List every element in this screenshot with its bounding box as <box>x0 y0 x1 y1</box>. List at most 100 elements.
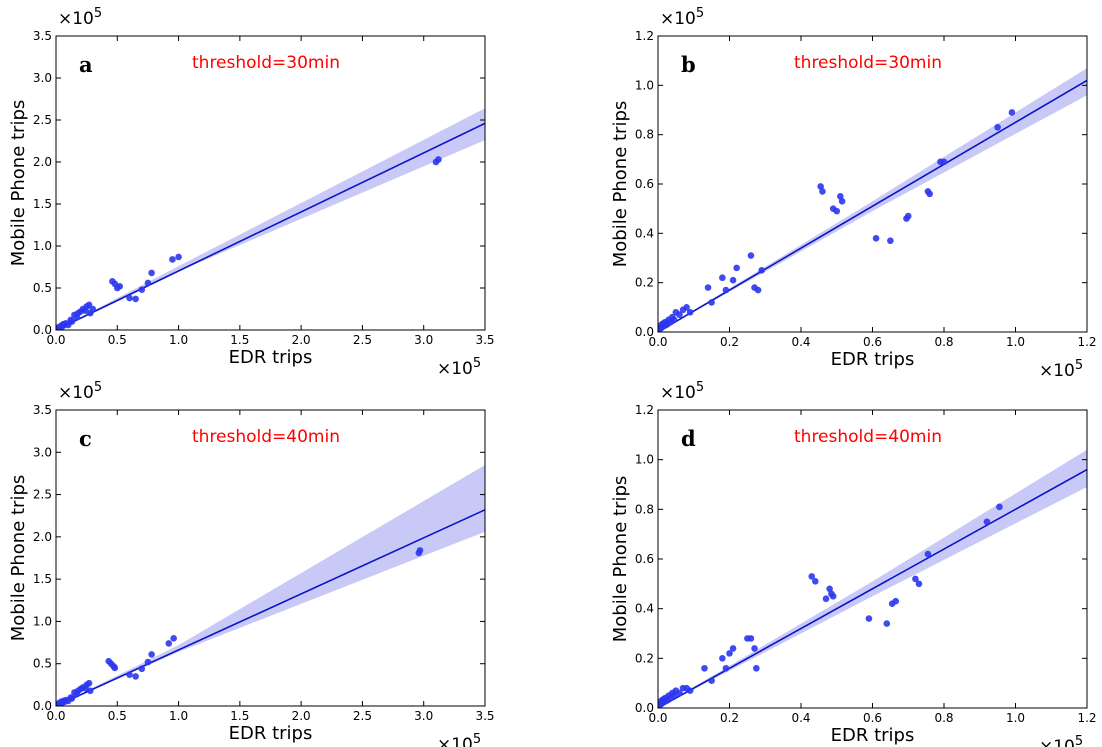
data-point <box>708 299 715 306</box>
threshold-annotation: threshold=40min <box>192 427 340 447</box>
x-axis-label: EDR trips <box>229 723 313 744</box>
panel-letter: a <box>79 52 93 77</box>
data-point <box>165 640 173 647</box>
x-tick-label: 1.0 <box>1006 711 1025 725</box>
y-tick-label: 0.0 <box>33 699 52 713</box>
data-point <box>722 664 730 672</box>
y-tick-label: 0.4 <box>635 226 654 240</box>
data-point <box>726 650 733 657</box>
x-tick-label: 2.0 <box>292 709 311 723</box>
threshold-annotation: threshold=40min <box>794 427 942 447</box>
y-tick-label: 0.8 <box>635 502 654 516</box>
x-tick-label: 2.0 <box>292 333 311 347</box>
x-tick-label: 0.5 <box>108 709 127 723</box>
data-point <box>883 620 891 627</box>
y-tick-label: 1.2 <box>635 29 654 43</box>
data-point <box>116 283 124 290</box>
data-point <box>829 592 837 600</box>
data-point <box>904 212 912 220</box>
data-point <box>708 677 715 684</box>
x-tick-label: 0.0 <box>648 335 667 349</box>
data-point <box>872 234 880 242</box>
confidence-band <box>658 449 1087 708</box>
data-point <box>138 286 146 293</box>
y-tick-label: 0.0 <box>635 701 654 715</box>
data-point <box>865 615 873 622</box>
y-axis-label: Mobile Phone trips <box>610 101 631 268</box>
data-point <box>892 597 900 605</box>
y-tick-label: 0.4 <box>635 602 654 616</box>
x-tick-label: 0.4 <box>791 335 810 349</box>
y-tick-label: 0.5 <box>33 657 52 671</box>
data-point <box>126 671 133 679</box>
data-point <box>808 573 816 580</box>
y-axis-multiplier: ×105 <box>58 6 102 29</box>
plot-area <box>658 68 1087 332</box>
chart-panel-b: 0.0 0.2 0.4 0.6 0.8 1.0 1.2 0.0 0.2 0.4 0.6 0.8 1.0 1… <box>610 6 1097 381</box>
x-axis-multiplier: ×105 <box>1039 734 1083 747</box>
data-point <box>435 156 442 163</box>
x-tick-label: 0.0 <box>46 333 65 347</box>
axes-frame <box>55 409 486 707</box>
panel-letter: c <box>79 426 92 451</box>
panel-letter: d <box>681 426 696 451</box>
x-axis-label: EDR trips <box>831 725 915 746</box>
data-point <box>826 585 833 593</box>
confidence-band <box>56 108 485 330</box>
y-axis-label: Mobile Phone trips <box>8 100 29 267</box>
axes-frame <box>657 409 1088 709</box>
x-tick-label: 0.2 <box>720 335 739 349</box>
data-point <box>87 687 94 695</box>
confidence-band <box>56 464 485 706</box>
data-point <box>148 269 155 277</box>
threshold-annotation: threshold=30min <box>794 53 942 73</box>
regression-line <box>658 468 1087 708</box>
x-tick-label: 0.6 <box>863 335 882 349</box>
panel-letter: b <box>681 52 696 77</box>
y-tick-label: 3.0 <box>33 445 52 459</box>
y-tick-label: 2.0 <box>33 155 52 169</box>
data-point <box>833 207 841 215</box>
x-tick-label: 1.5 <box>230 333 249 347</box>
data-point <box>1008 109 1016 116</box>
data-point <box>887 237 894 245</box>
data-point <box>753 664 760 672</box>
data-point <box>812 578 819 585</box>
data-point <box>416 547 424 554</box>
data-point <box>754 286 762 294</box>
axes-frame <box>55 35 486 331</box>
data-point <box>111 664 119 672</box>
x-tick-label: 0.8 <box>934 335 953 349</box>
data-point <box>144 279 152 287</box>
x-tick-label: 0.8 <box>934 711 953 725</box>
data-point <box>686 308 694 316</box>
data-point <box>940 158 948 166</box>
y-tick-label: 0.6 <box>635 177 654 191</box>
data-point <box>126 294 133 302</box>
y-tick-label: 2.5 <box>33 488 52 502</box>
data-point <box>670 692 678 699</box>
y-tick-label: 2.0 <box>33 530 52 544</box>
y-tick-label: 0.6 <box>635 552 654 566</box>
data-point <box>132 295 139 303</box>
regression-line <box>56 122 485 330</box>
regression-line <box>658 79 1087 332</box>
x-axis-multiplier: ×105 <box>437 732 481 747</box>
y-tick-label: 0.0 <box>635 325 654 339</box>
x-tick-label: 0.0 <box>46 709 65 723</box>
data-point <box>747 252 755 259</box>
data-point <box>676 311 683 319</box>
data-point <box>915 580 923 588</box>
y-tick-label: 1.0 <box>33 614 52 628</box>
plot-area <box>56 464 485 706</box>
y-tick-label: 3.5 <box>33 403 52 417</box>
confidence-band <box>658 68 1087 332</box>
x-axis-multiplier: ×105 <box>1039 358 1083 381</box>
data-point <box>926 190 933 198</box>
data-point <box>676 689 683 697</box>
data-point <box>719 655 726 662</box>
y-tick-label: 1.5 <box>33 572 52 586</box>
plot-area <box>56 108 485 330</box>
x-tick-label: 2.5 <box>353 333 372 347</box>
x-tick-label: 0.2 <box>720 711 739 725</box>
